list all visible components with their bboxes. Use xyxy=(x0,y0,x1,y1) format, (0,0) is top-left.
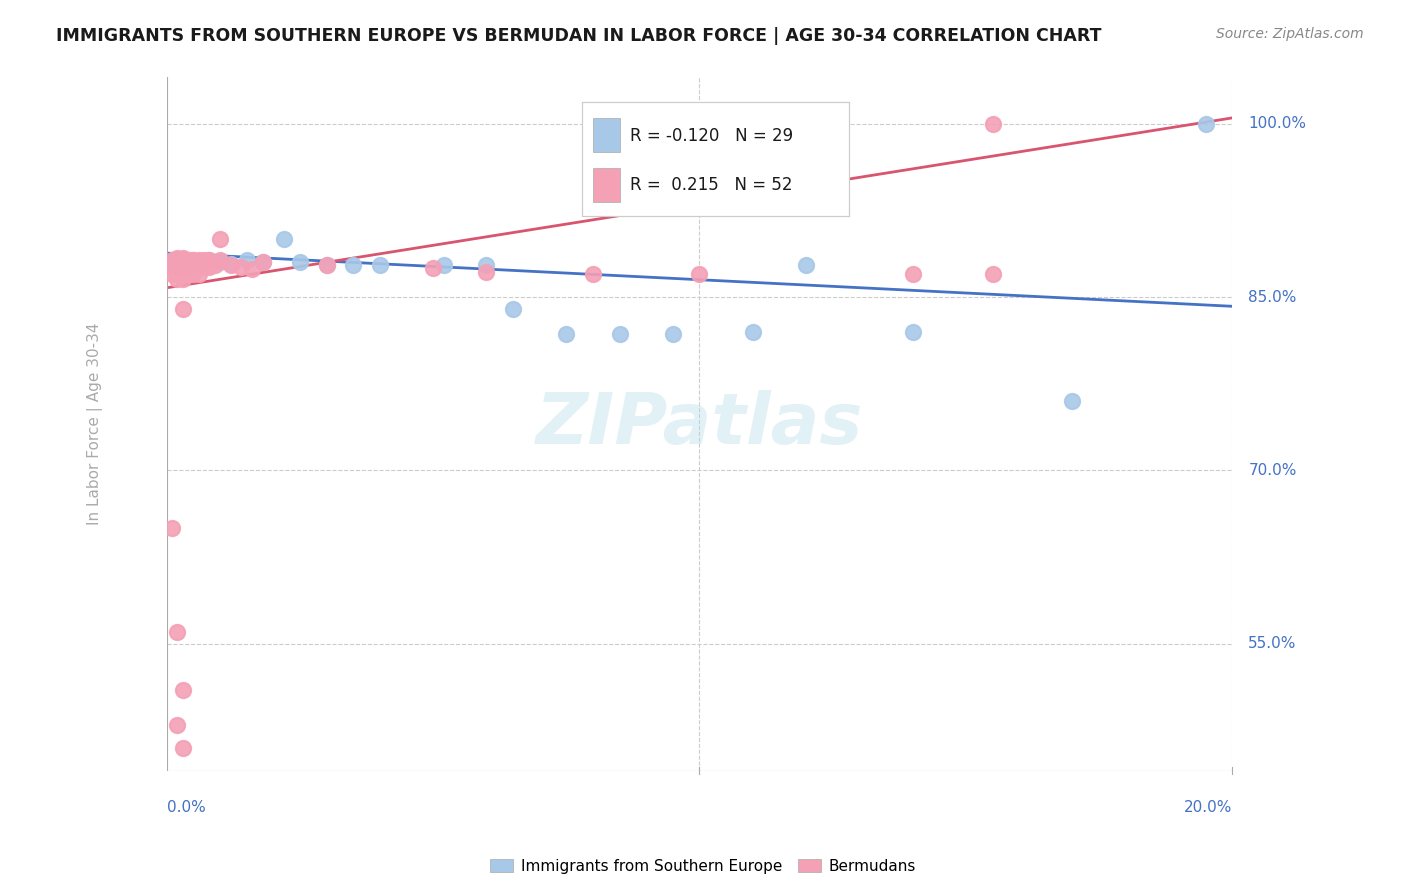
Point xyxy=(502,301,524,316)
Point xyxy=(315,258,337,272)
Point xyxy=(662,326,685,341)
Point xyxy=(172,301,194,316)
Point xyxy=(193,253,215,268)
Point xyxy=(160,253,183,268)
Point xyxy=(689,267,711,281)
Point xyxy=(160,255,183,269)
Point xyxy=(181,267,204,281)
Point xyxy=(741,325,763,339)
Point xyxy=(198,253,221,268)
Point xyxy=(231,260,253,274)
Point xyxy=(187,253,209,268)
Legend: Immigrants from Southern Europe, Bermudans: Immigrants from Southern Europe, Bermuda… xyxy=(484,853,922,880)
Point xyxy=(433,258,456,272)
Point xyxy=(368,258,391,272)
Point xyxy=(166,258,188,272)
Point xyxy=(187,258,209,272)
Point xyxy=(252,255,274,269)
Point xyxy=(166,625,188,640)
Point xyxy=(177,253,200,268)
Text: In Labor Force | Age 30-34: In Labor Force | Age 30-34 xyxy=(87,323,103,525)
Point xyxy=(193,255,215,269)
Point xyxy=(901,325,924,339)
Point xyxy=(315,258,337,272)
Point xyxy=(172,683,194,698)
Point xyxy=(160,260,183,274)
Point xyxy=(172,271,194,285)
Point xyxy=(187,267,209,281)
Point xyxy=(240,262,263,277)
Point xyxy=(208,253,231,268)
Point xyxy=(252,255,274,269)
Text: 100.0%: 100.0% xyxy=(1249,116,1306,131)
Point xyxy=(342,258,364,272)
Point xyxy=(172,265,194,279)
Point xyxy=(1062,394,1084,409)
Text: IMMIGRANTS FROM SOUTHERN EUROPE VS BERMUDAN IN LABOR FORCE | AGE 30-34 CORRELATI: IMMIGRANTS FROM SOUTHERN EUROPE VS BERMU… xyxy=(56,27,1102,45)
Point xyxy=(475,265,498,279)
Point xyxy=(198,253,221,268)
Point xyxy=(609,326,631,341)
Point xyxy=(794,258,817,272)
Point xyxy=(193,260,215,274)
Point xyxy=(273,232,295,246)
Point xyxy=(177,256,200,270)
Point xyxy=(198,260,221,274)
Point xyxy=(288,255,311,269)
Point xyxy=(166,265,188,279)
Text: 70.0%: 70.0% xyxy=(1249,463,1296,478)
Point xyxy=(172,260,194,274)
Point xyxy=(181,253,204,268)
Point xyxy=(235,253,257,268)
Text: 0.0%: 0.0% xyxy=(167,800,205,814)
Point xyxy=(1195,117,1218,131)
Point xyxy=(177,260,200,274)
Point xyxy=(166,271,188,285)
Point xyxy=(172,740,194,755)
Point xyxy=(160,267,183,281)
Point xyxy=(172,258,194,272)
Point xyxy=(475,258,498,272)
Point xyxy=(981,267,1004,281)
Point xyxy=(160,521,183,535)
Point xyxy=(901,267,924,281)
Point xyxy=(204,258,226,272)
Point xyxy=(177,267,200,281)
Point xyxy=(981,117,1004,131)
Point xyxy=(166,251,188,265)
Point xyxy=(422,261,444,276)
Point xyxy=(219,258,242,272)
Point xyxy=(172,251,194,265)
Point xyxy=(208,255,231,269)
Point xyxy=(187,260,209,274)
Text: 55.0%: 55.0% xyxy=(1249,636,1296,651)
Point xyxy=(166,717,188,731)
Text: 85.0%: 85.0% xyxy=(1249,290,1296,304)
Text: ZIPatlas: ZIPatlas xyxy=(536,390,863,458)
Point xyxy=(555,326,578,341)
Point xyxy=(181,260,204,274)
Point xyxy=(172,253,194,268)
Point xyxy=(208,232,231,246)
Text: 20.0%: 20.0% xyxy=(1184,800,1232,814)
Point xyxy=(181,253,204,268)
Text: Source: ZipAtlas.com: Source: ZipAtlas.com xyxy=(1216,27,1364,41)
Point xyxy=(166,258,188,272)
Point xyxy=(219,256,242,270)
Point xyxy=(582,267,605,281)
